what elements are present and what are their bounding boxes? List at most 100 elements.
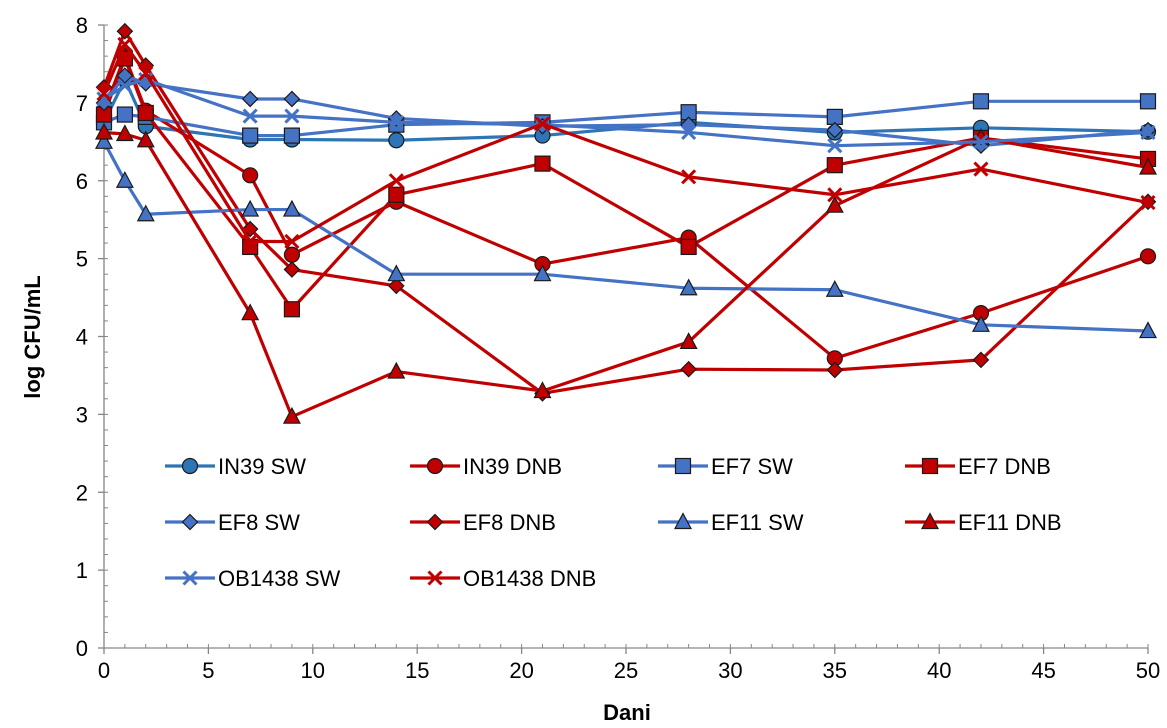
data-point-ef11-dnb	[282, 406, 301, 424]
legend-label: EF11 SW	[711, 510, 804, 535]
data-point-ef8-dnb	[826, 361, 844, 379]
y-tick-label: 8	[76, 13, 88, 38]
x-axis-title: Dani	[603, 700, 651, 725]
data-point-ef8-dnb	[680, 360, 697, 378]
data-point-ef8-dnb	[116, 22, 134, 40]
legend-item-ef8-sw: EF8 SW	[165, 510, 300, 535]
legend-item-ef7-dnb: EF7 DNB	[905, 454, 1051, 479]
data-point-ef11-dnb	[241, 303, 260, 321]
data-point-ob1438-dnb	[973, 161, 989, 177]
data-point-ef7-sw	[116, 106, 133, 123]
data-point-ob1438-dnb	[117, 36, 133, 53]
series-ob1438-dnb	[96, 36, 1156, 250]
data-point-ef11-dnb	[679, 332, 698, 350]
data-point-ef11-sw	[971, 315, 990, 332]
data-point-in39-dnb	[1139, 248, 1157, 265]
data-point-ob1438-sw	[117, 78, 133, 94]
legend-label: IN39 SW	[218, 454, 306, 479]
data-point-ef11-dnb	[136, 130, 155, 148]
x-tick-label: 40	[927, 658, 951, 683]
y-tick-label: 3	[76, 402, 88, 427]
data-point-ef8-sw	[116, 67, 134, 84]
data-point-ob1438-dnb	[827, 187, 843, 203]
legend-marker	[427, 570, 443, 586]
data-point-ob1438-dnb	[96, 85, 112, 102]
data-point-ef7-sw	[242, 127, 259, 144]
y-tick-label: 0	[76, 636, 88, 661]
data-point-in39-dnb	[242, 167, 259, 184]
series-line-ef11-dnb	[103, 130, 1149, 419]
y-tick-label: 7	[76, 91, 88, 116]
legend-marker	[181, 513, 199, 531]
y-tick-label: 6	[76, 169, 88, 194]
legend-marker	[426, 513, 444, 531]
legend-label: EF11 DNB	[958, 510, 1062, 535]
data-point-ob1438-dnb	[242, 233, 258, 250]
data-point-ef11-sw	[241, 199, 260, 217]
series-line-ef7-dnb	[102, 56, 1149, 311]
series-ef7-dnb	[95, 50, 1157, 318]
data-point-ef7-dnb	[826, 157, 843, 174]
x-tick-label: 35	[823, 658, 847, 683]
legend-item-in39-sw: IN39 SW	[165, 454, 306, 479]
series-line-in39-sw	[102, 77, 1149, 142]
data-point-ef11-dnb	[533, 381, 552, 399]
data-point-ef8-sw	[826, 121, 844, 139]
y-axis-title: log CFU/mL	[20, 275, 45, 398]
data-point-ob1438-dnb	[681, 169, 697, 185]
data-point-ef8-dnb	[972, 351, 990, 369]
x-tick-label: 45	[1031, 658, 1055, 683]
data-point-ob1438-sw	[96, 91, 112, 107]
data-point-ef11-sw	[115, 170, 134, 188]
legend-item-ef11-dnb: EF11 DNB	[905, 510, 1062, 535]
legend-marker	[674, 457, 692, 475]
data-point-ef7-dnb	[534, 155, 551, 172]
legend-label: EF8 DNB	[463, 510, 556, 535]
data-point-ob1438-dnb	[534, 116, 551, 132]
data-point-in39-sw	[388, 132, 405, 149]
data-point-ef11-dnb	[1139, 157, 1157, 175]
data-point-ob1438-sw	[973, 134, 989, 150]
data-point-ef11-sw	[679, 278, 698, 296]
data-point-ef11-sw	[95, 132, 113, 149]
legend-item-ob1438-dnb: OB1438 DNB	[410, 566, 596, 591]
data-point-ef11-dnb	[825, 195, 844, 213]
legend-label: IN39 DNB	[463, 454, 562, 479]
y-tick-label: 2	[76, 480, 88, 505]
data-point-ob1438-sw	[242, 108, 258, 124]
data-point-ob1438-sw	[1140, 124, 1156, 141]
data-point-ef7-dnb	[137, 104, 154, 122]
series-ef11-sw	[95, 132, 1157, 339]
data-point-ob1438-dnb	[1140, 194, 1156, 211]
legend-label: OB1438 DNB	[463, 566, 596, 591]
data-point-ef7-dnb	[283, 301, 301, 318]
data-point-ef11-dnb	[95, 122, 113, 140]
legend-marker	[674, 512, 692, 530]
y-tick-label: 5	[76, 247, 88, 272]
data-point-ef11-sw	[533, 264, 552, 282]
legend: IN39 SW IN39 DNB EF7 SW EF7 DNB EF8 SW EF8 DN…	[165, 454, 1062, 591]
data-point-ef11-sw	[1139, 321, 1157, 339]
legend-item-ef11-sw: EF11 SW	[658, 510, 804, 535]
data-point-ob1438-sw	[138, 71, 154, 88]
x-tick-label: 20	[509, 658, 533, 683]
data-point-ef7-dnb	[680, 238, 697, 256]
data-point-ef7-sw	[1139, 93, 1157, 110]
data-point-ef7-dnb	[388, 186, 405, 203]
data-point-ef11-dnb	[387, 361, 406, 379]
legend-label: OB1438 SW	[218, 566, 341, 591]
x-tick-label: 25	[614, 658, 638, 683]
x-tick-label: 30	[718, 658, 742, 683]
legend-marker	[426, 457, 444, 475]
data-point-ob1438-sw	[827, 138, 843, 154]
legend-marker	[181, 457, 199, 475]
data-point-ef8-sw	[283, 90, 301, 108]
data-point-ob1438-dnb	[388, 173, 404, 189]
x-tick-label: 5	[202, 658, 214, 683]
data-point-ef8-dnb	[387, 277, 405, 295]
x-tick-label: 50	[1136, 658, 1160, 683]
x-tick-label: 10	[301, 658, 325, 683]
legend-item-ef7-sw: EF7 SW	[658, 454, 793, 479]
legend-item-ob1438-sw: OB1438 SW	[165, 566, 341, 591]
